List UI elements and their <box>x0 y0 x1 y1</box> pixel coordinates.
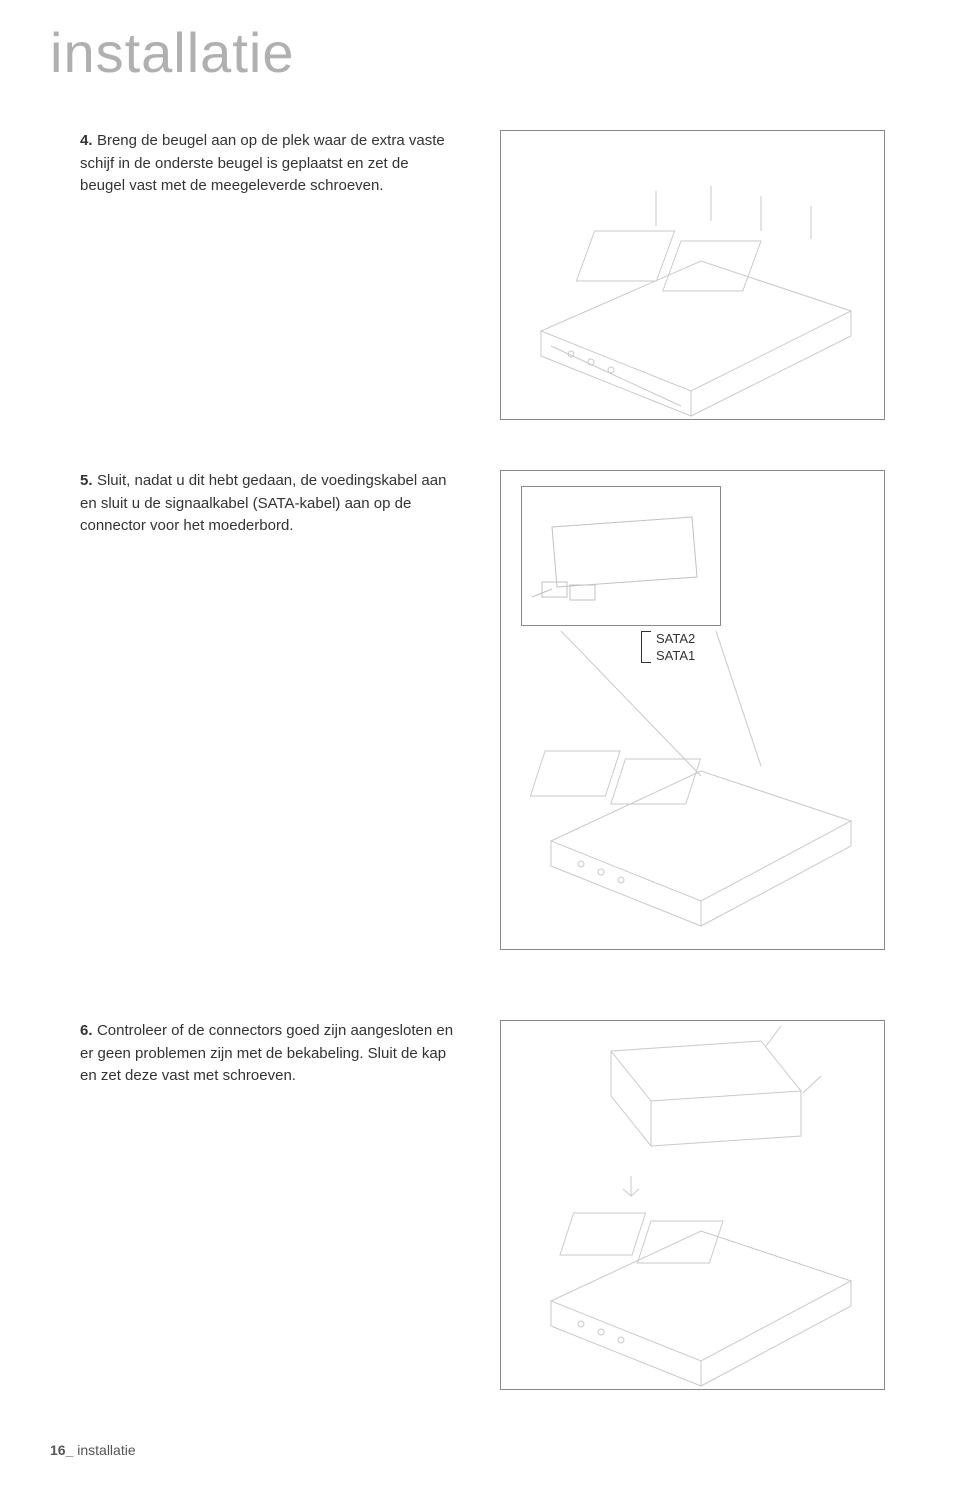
diagram-step-6 <box>500 1020 885 1390</box>
step-6: 6. Controleer of de connectors goed zijn… <box>80 1020 455 1088</box>
page-title: installatie <box>50 20 294 85</box>
step-5-text: Sluit, nadat u dit hebt gedaan, de voedi… <box>80 472 446 534</box>
step-4: 4. Breng de beugel aan op de plek waar d… <box>80 130 455 198</box>
step-4-num: 4. <box>80 132 93 149</box>
step-5-num: 5. <box>80 472 93 489</box>
diagram-step-5: SATA2 SATA1 <box>500 470 885 950</box>
device-illustration-5 <box>501 471 884 949</box>
device-illustration-4 <box>501 131 884 419</box>
footer-section-label: installatie <box>77 1442 135 1458</box>
diagram-step-4 <box>500 130 885 420</box>
step-6-num: 6. <box>80 1022 93 1039</box>
step-4-text: Breng de beugel aan op de plek waar de e… <box>80 132 445 194</box>
footer-page-number: 16_ <box>50 1442 73 1458</box>
step-6-text: Controleer of de connectors goed zijn aa… <box>80 1022 453 1084</box>
step-5: 5. Sluit, nadat u dit hebt gedaan, de vo… <box>80 470 455 538</box>
page-footer: 16_ installatie <box>50 1442 136 1458</box>
device-illustration-6 <box>501 1021 884 1389</box>
